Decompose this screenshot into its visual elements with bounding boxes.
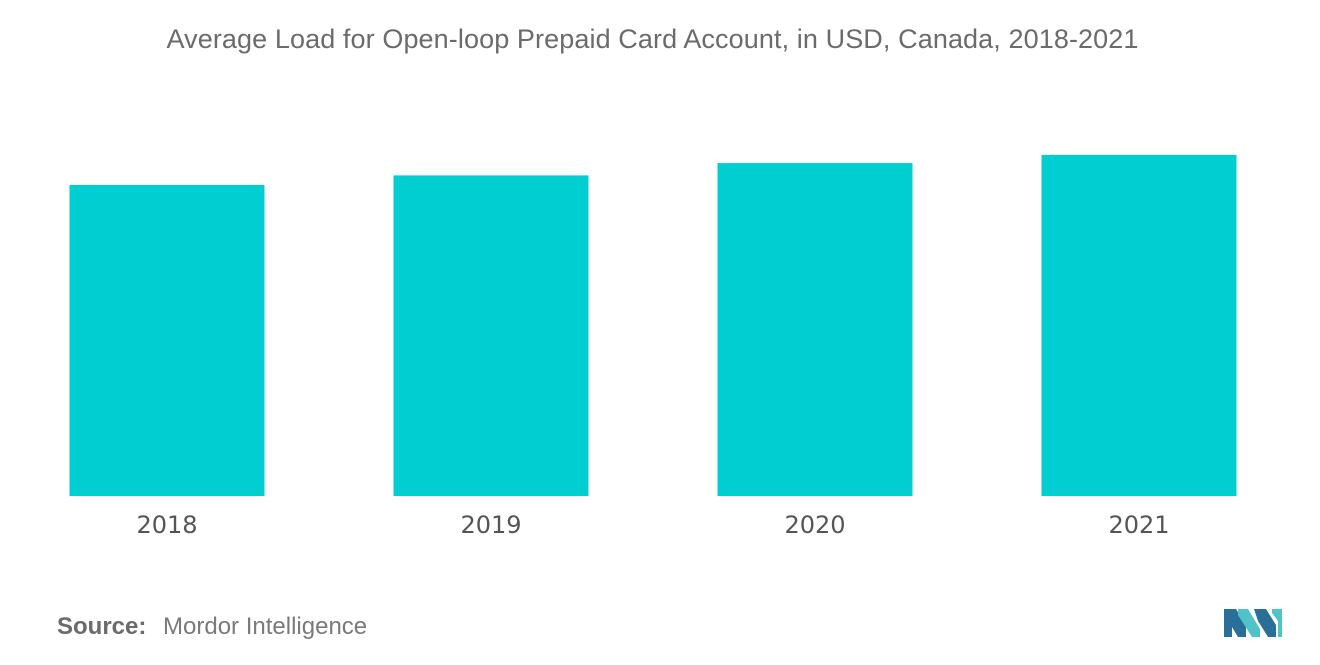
source-line: Source: Mordor Intelligence [57,613,367,641]
x-tick-label-2021: 2021 [1108,511,1169,539]
bar-2021 [1041,154,1237,496]
source-text: Mordor Intelligence [163,613,368,640]
x-tick-label-2018: 2018 [136,511,197,539]
x-tick-label-2019: 2019 [460,511,521,539]
bar-chart: 2018 2019 2020 2021 [69,154,1237,539]
source-label: Source: [57,613,147,640]
x-tick-label-2020: 2020 [784,511,845,539]
chart-title: Average Load for Open-loop Prepaid Card … [166,24,1139,54]
bar-2020 [717,163,913,496]
bar-2018 [69,185,265,496]
bar-2019 [393,175,589,496]
mordor-intelligence-logo-icon [1224,609,1282,637]
